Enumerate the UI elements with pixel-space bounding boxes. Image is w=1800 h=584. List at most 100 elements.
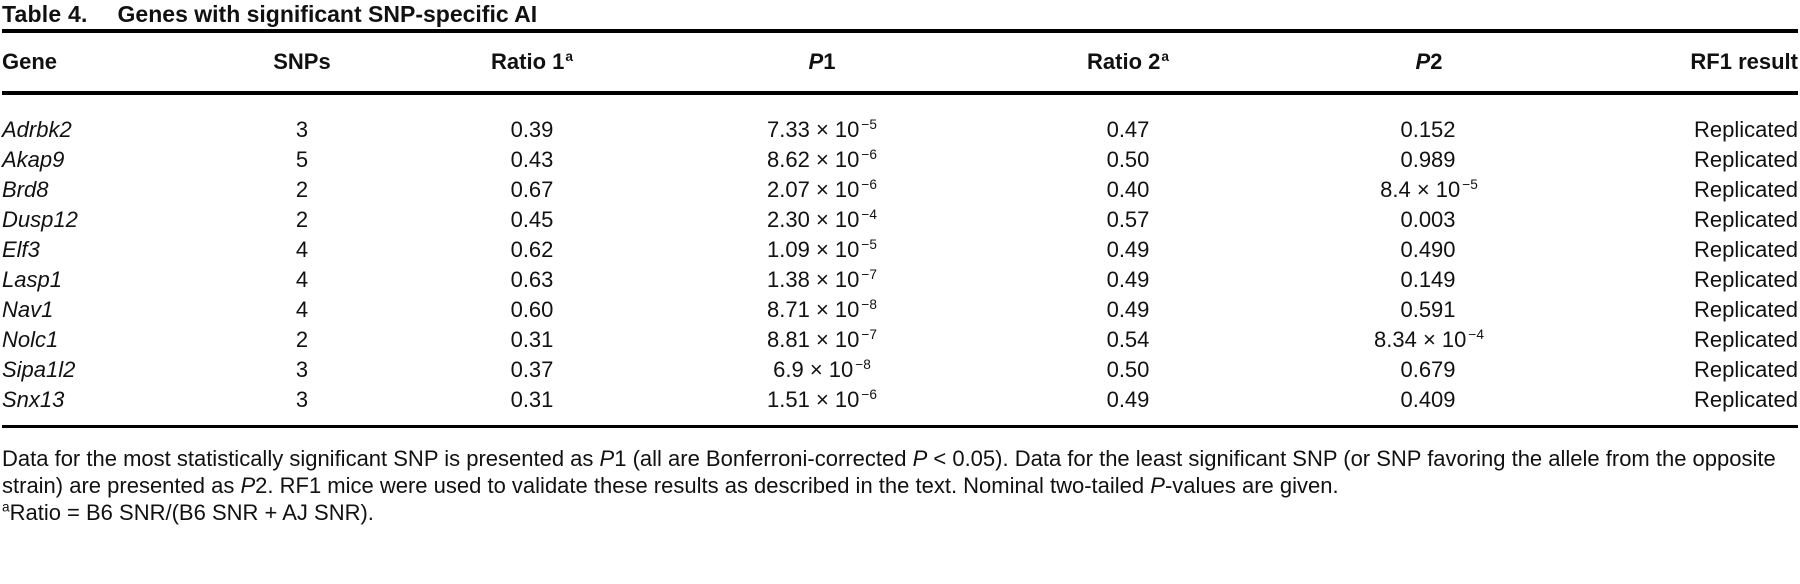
p2-cell: 0.591 (1274, 295, 1584, 325)
p2-cell: 0.490 (1274, 235, 1584, 265)
rf1-cell: Replicated (1584, 355, 1798, 385)
col-header-p1-num: 1 (823, 49, 836, 74)
snps-cell: 4 (202, 265, 402, 295)
p2-cell: 0.003 (1274, 205, 1584, 235)
table-row: Dusp12 2 0.45 2.30 × 10 −4 0.57 0.003 Replicate… (2, 205, 1798, 235)
footnote-seg-5: -values are given. (1164, 473, 1339, 498)
ratio1-cell-text: 0.37 (510, 357, 554, 382)
table-row: Brd8 2 0.67 2.07 × 10 −6 0.40 8.4 × 10 −5 Replic… (2, 175, 1798, 205)
ratio1-cell-text: 0.43 (510, 147, 554, 172)
rf1-cell-text: Replicated (1694, 357, 1798, 382)
snps-cell-text: 2 (295, 207, 309, 232)
ratio1-cell: 0.37 (402, 355, 662, 385)
p2-cell: 0.152 (1274, 93, 1584, 145)
ratio1-cell-text: 0.63 (510, 267, 554, 292)
table-row: Akap9 5 0.43 8.62 × 10 −6 0.50 0.989 Replicated (2, 145, 1798, 175)
snps-cell-text: 5 (295, 147, 309, 172)
p1-cell: 7.33 × 10 −5 (662, 93, 982, 145)
rf1-cell-text: Replicated (1694, 147, 1798, 172)
p1-cell-text: −7 (861, 326, 877, 342)
col-header-p1: P1 (662, 33, 982, 95)
gene-cell: Dusp12 (2, 205, 202, 235)
gene-cell-text: Elf3 (2, 237, 40, 262)
rf1-cell: Replicated (1584, 235, 1798, 265)
gene-cell-text: Akap9 (2, 147, 65, 172)
ratio2-cell: 0.50 (982, 355, 1274, 385)
rf1-cell: Replicated (1584, 205, 1798, 235)
ratio1-cell-text: 0.60 (510, 297, 554, 322)
rf1-cell: Replicated (1584, 325, 1798, 355)
p1-cell: 8.62 × 10 −6 (662, 145, 982, 175)
snps-cell: 4 (202, 235, 402, 265)
col-header-p2-num: 2 (1430, 49, 1443, 74)
gene-cell: Brd8 (2, 175, 202, 205)
col-header-p1-italic: P (808, 49, 824, 74)
ratio1-cell-text: 0.62 (510, 237, 554, 262)
rf1-cell-text: Replicated (1694, 297, 1798, 322)
p1-cell-text: 1.09 × 10 (767, 237, 860, 262)
snps-cell: 2 (202, 325, 402, 355)
footnote-seg-3: < 0.05). Data for the least significant … (2, 446, 1776, 498)
snps-cell: 5 (202, 145, 402, 175)
table-footnote: Data for the most statistically signific… (2, 445, 1798, 499)
snps-cell: 2 (202, 205, 402, 235)
rf1-cell-text: Replicated (1694, 207, 1798, 232)
p1-cell-text: −8 (861, 296, 877, 312)
p1-cell-text: 1.51 × 10 (767, 387, 860, 412)
col-header-ratio1-footmark: a (565, 48, 573, 64)
p1-cell-text: −4 (861, 206, 877, 222)
table-row: Snx13 3 0.31 1.51 × 10 −6 0.49 0.409 Replicated (2, 385, 1798, 427)
p1-cell-text: −8 (855, 356, 871, 372)
footnote-a-marker: a (2, 499, 10, 515)
footnote-p-italic-4: P (1150, 473, 1165, 498)
ratio2-cell-text: 0.49 (1106, 387, 1150, 412)
footnote-p-italic-3: P (240, 473, 256, 498)
ratio2-cell: 0.49 (982, 295, 1274, 325)
ratio1-cell: 0.43 (402, 145, 662, 175)
col-header-ratio2: Ratio 2a (982, 33, 1274, 95)
ratio2-cell: 0.54 (982, 325, 1274, 355)
ratio1-cell: 0.45 (402, 205, 662, 235)
snps-cell: 3 (202, 93, 402, 145)
p2-cell: 0.409 (1274, 385, 1584, 427)
p2-cell: 0.149 (1274, 265, 1584, 295)
snps-cell: 4 (202, 295, 402, 325)
p2-cell: 0.679 (1274, 355, 1584, 385)
gene-cell: Nav1 (2, 295, 202, 325)
gene-cell: Lasp1 (2, 265, 202, 295)
ratio2-cell: 0.49 (982, 385, 1274, 427)
p2-cell-text: 8.34 × 10 (1374, 327, 1467, 352)
table-caption-label: Table 4. (2, 1, 88, 27)
rf1-cell: Replicated (1584, 145, 1798, 175)
p2-cell-text: −4 (1468, 326, 1484, 342)
results-table-body: Adrbk2 3 0.39 7.33 × 10 −5 0.47 0.152 Replicate… (2, 93, 1798, 427)
results-table: Gene SNPs Ratio 1a P1 Ratio 2a P2 RF1 re… (2, 33, 1798, 428)
p1-cell-text: 7.33 × 10 (767, 117, 860, 142)
rf1-cell-text: Replicated (1694, 177, 1798, 202)
p2-cell-text: 0.679 (1400, 357, 1456, 382)
rf1-cell: Replicated (1584, 93, 1798, 145)
rf1-cell: Replicated (1584, 295, 1798, 325)
ratio1-cell-text: 0.39 (510, 117, 554, 142)
ratio1-cell: 0.31 (402, 325, 662, 355)
footnote-seg-2: 1 (all are Bonferroni-corrected (614, 446, 913, 471)
p2-cell-text: 0.490 (1400, 237, 1456, 262)
col-header-snps: SNPs (202, 33, 402, 95)
ratio2-cell-text: 0.54 (1106, 327, 1150, 352)
ratio2-cell-text: 0.49 (1106, 297, 1150, 322)
ratio1-cell-text: 0.31 (510, 387, 554, 412)
gene-cell: Adrbk2 (2, 93, 202, 145)
p1-cell-text: 8.81 × 10 (767, 327, 860, 352)
table-caption: Table 4. Genes with significant SNP-spec… (2, 2, 1798, 29)
p1-cell-text: −5 (861, 116, 877, 132)
table-header-row: Gene SNPs Ratio 1a P1 Ratio 2a P2 RF1 re… (2, 33, 1798, 95)
footnote-seg-4: 2. RF1 mice were used to validate these … (255, 473, 1151, 498)
p1-cell-text: 8.71 × 10 (767, 297, 860, 322)
ratio1-cell: 0.60 (402, 295, 662, 325)
p1-cell-text: −6 (861, 176, 877, 192)
col-header-ratio2-footmark: a (1161, 48, 1169, 64)
p1-cell-text: −5 (861, 236, 877, 252)
results-table-head: Gene SNPs Ratio 1a P1 Ratio 2a P2 RF1 re… (2, 33, 1798, 95)
p1-cell-text: 1.38 × 10 (767, 267, 860, 292)
